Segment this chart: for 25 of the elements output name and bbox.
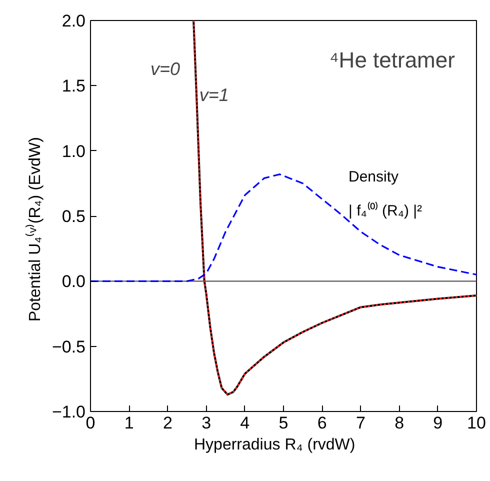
y-tick-label: 1.0 — [62, 142, 86, 161]
x-tick-label: 10 — [467, 414, 486, 432]
x-tick-label: 4 — [240, 414, 250, 432]
y-tick-label: 0.5 — [62, 207, 86, 226]
y-tick-label: 1.5 — [62, 76, 86, 96]
x-tick-label: 1 — [124, 414, 134, 432]
x-tick-label: 8 — [394, 414, 404, 432]
x-axis-title: Hyperradius R₄ (rvdW) — [194, 436, 356, 454]
x-tick-label: 9 — [433, 414, 443, 432]
series-label: v=1 — [199, 85, 229, 106]
text: ⁴He tetramer — [329, 48, 455, 73]
x-tick-label: 0 — [86, 414, 96, 432]
annotation: | f₄⁽⁰⁾ (R₄) |² — [348, 202, 422, 220]
y-tick-label: 0.0 — [62, 272, 86, 292]
y-axis-title: Potential U₄⁽ᵛ⁾(R₄) (EvdW) — [24, 137, 44, 322]
y-tick-label: −0.5 — [52, 337, 86, 356]
y-tick-label: −1.0 — [52, 402, 86, 422]
series-label: v=0 — [150, 59, 180, 80]
annotation: Density — [348, 168, 400, 186]
y-tick-label: 2.0 — [62, 12, 86, 30]
x-tick-label: 7 — [356, 414, 366, 432]
x-tick-label: 5 — [278, 414, 288, 432]
x-tick-label: 6 — [317, 414, 327, 432]
x-tick-label: 3 — [202, 414, 212, 432]
x-tick-label: 2 — [162, 414, 172, 432]
